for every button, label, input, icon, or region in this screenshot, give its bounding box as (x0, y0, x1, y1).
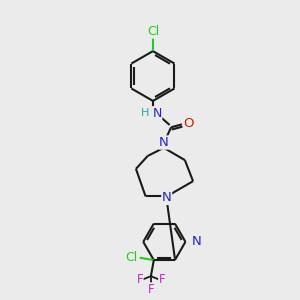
Text: O: O (183, 117, 194, 130)
Text: Cl: Cl (147, 25, 159, 38)
Text: N: N (192, 235, 202, 248)
Text: N: N (152, 107, 162, 120)
Text: H: H (140, 108, 149, 118)
Text: F: F (159, 273, 165, 286)
Text: N: N (159, 136, 169, 149)
Text: N: N (162, 191, 172, 204)
Text: Cl: Cl (125, 251, 138, 264)
Text: F: F (148, 283, 154, 296)
Text: F: F (136, 273, 143, 286)
